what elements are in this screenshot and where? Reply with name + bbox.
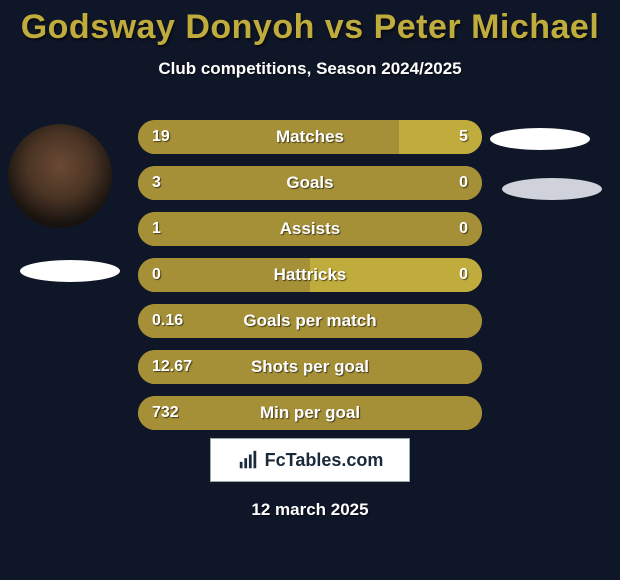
bar-value-left: 19 [152, 120, 170, 154]
stat-bar: Min per goal732 [138, 396, 482, 430]
player-left-avatar [8, 124, 112, 228]
shadow-ellipse-right-2 [502, 178, 602, 200]
bar-value-left: 12.67 [152, 350, 192, 384]
bar-value-left: 0.16 [152, 304, 183, 338]
stat-bar: Matches19 5 [138, 120, 482, 154]
shadow-ellipse-right-1 [490, 128, 590, 150]
chart-icon [237, 449, 259, 471]
stat-bar: Shots per goal12.67 [138, 350, 482, 384]
page-title: Godsway Donyoh vs Peter Michael [0, 0, 620, 47]
comparison-bars: Matches195Goals30Assists10Hattricks00Goa… [138, 120, 482, 442]
bar-value-left: 732 [152, 396, 179, 430]
shadow-ellipse-left [20, 260, 120, 282]
bar-value-left: 0 [152, 258, 161, 292]
stat-bar: Goals3 0 [138, 166, 482, 200]
bar-label: Matches [138, 120, 482, 154]
bar-value-left: 3 [152, 166, 161, 200]
stat-bar: Hattricks0 0 [138, 258, 482, 292]
bar-value-right: 0 [459, 258, 468, 292]
bar-value-right: 0 [459, 166, 468, 200]
bar-label: Goals [138, 166, 482, 200]
logo-text: FcTables.com [265, 450, 384, 471]
stat-bar: Assists1 0 [138, 212, 482, 246]
bar-label: Min per goal [138, 396, 482, 430]
bar-label: Assists [138, 212, 482, 246]
bar-value-right: 0 [459, 212, 468, 246]
date-label: 12 march 2025 [0, 500, 620, 520]
bar-value-right: 5 [459, 120, 468, 154]
bar-value-left: 1 [152, 212, 161, 246]
bar-label: Goals per match [138, 304, 482, 338]
stat-bar: Goals per match0.16 [138, 304, 482, 338]
subtitle: Club competitions, Season 2024/2025 [0, 59, 620, 79]
fctables-logo: FcTables.com [210, 438, 410, 482]
avatar-image [8, 124, 112, 228]
bar-label: Hattricks [138, 258, 482, 292]
